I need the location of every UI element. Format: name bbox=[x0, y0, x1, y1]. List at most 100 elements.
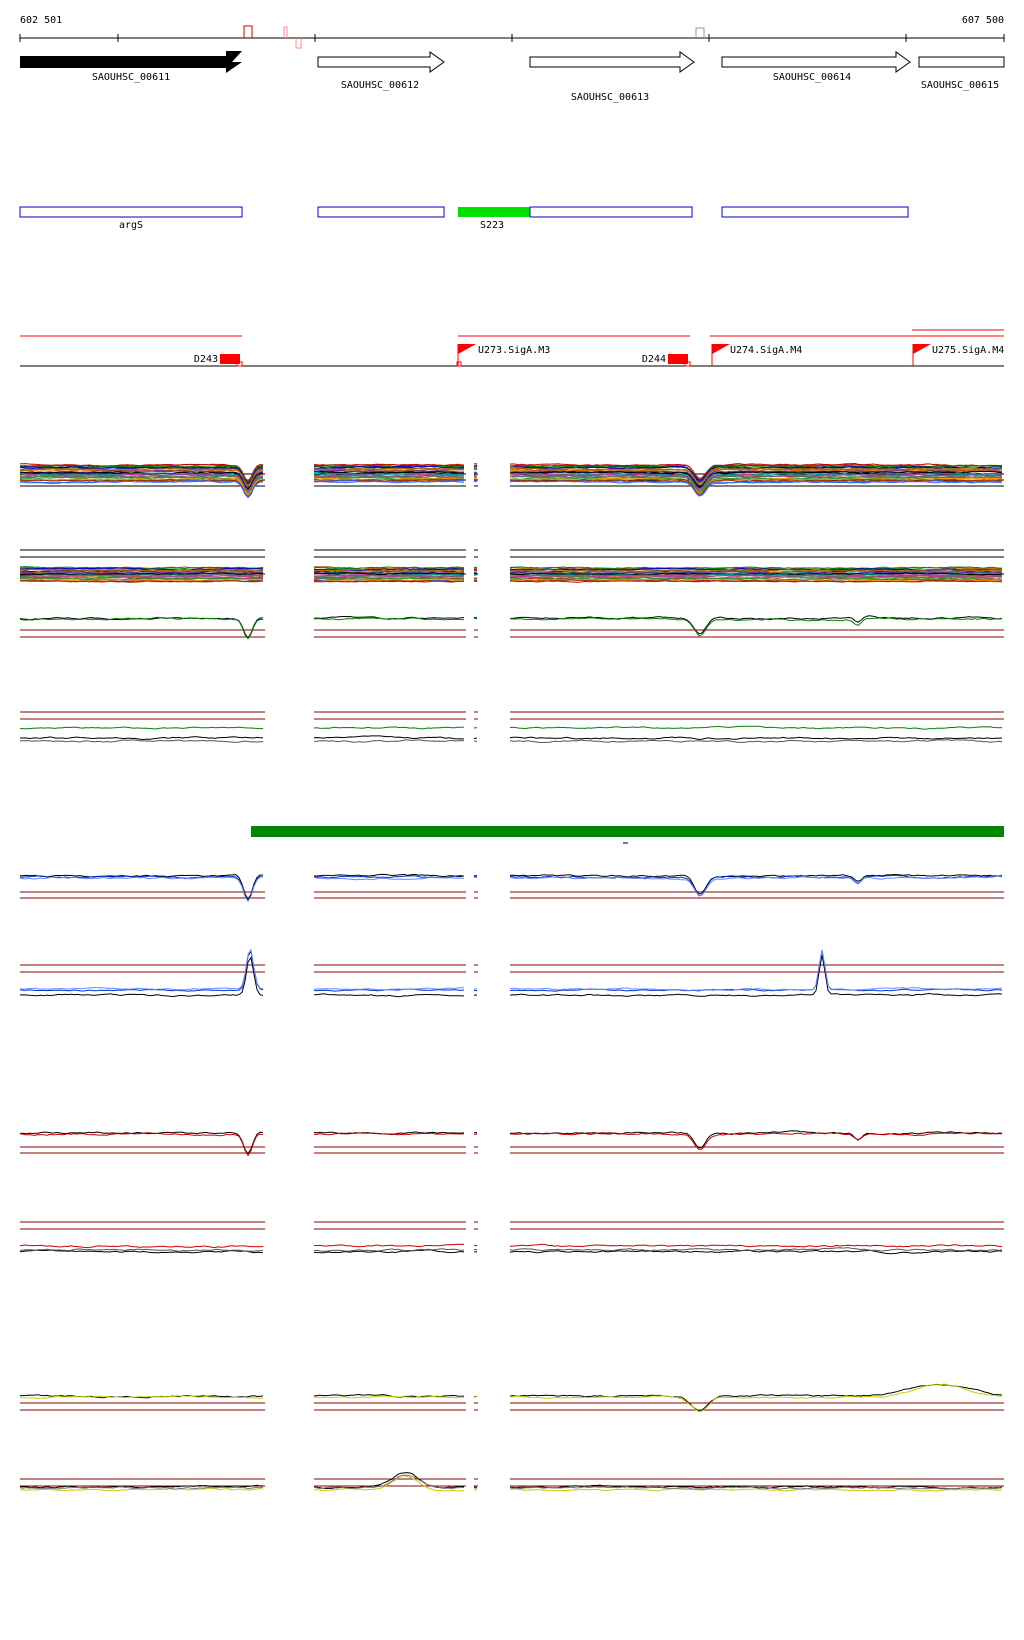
operon-box[interactable] bbox=[721, 206, 909, 218]
expression-profile bbox=[314, 579, 465, 583]
expression-profile bbox=[313, 726, 465, 730]
expression-profile bbox=[509, 954, 1003, 997]
expression-profile bbox=[313, 471, 465, 475]
expression-profile bbox=[19, 466, 263, 485]
expression-profile bbox=[509, 1485, 1003, 1490]
expression-profile bbox=[19, 1484, 264, 1489]
expression-profile bbox=[313, 1248, 465, 1252]
expression-profile bbox=[509, 470, 1003, 488]
expression-profile bbox=[19, 739, 264, 743]
expression-profile bbox=[19, 1244, 264, 1249]
ruler-marker bbox=[243, 25, 253, 38]
expression-profile bbox=[19, 1132, 264, 1157]
expression-profile bbox=[509, 476, 1003, 493]
expression-profile bbox=[509, 739, 1003, 744]
expression-profile bbox=[509, 571, 1003, 575]
expression-profile bbox=[473, 1487, 478, 1489]
expression-profile bbox=[19, 726, 264, 730]
expression-profile bbox=[313, 1474, 464, 1490]
ruler-marker bbox=[695, 27, 705, 38]
condition-bar bbox=[251, 826, 1004, 837]
operon-box[interactable] bbox=[317, 206, 445, 218]
expression-profile bbox=[313, 615, 465, 620]
expression-profile bbox=[313, 569, 464, 573]
ruler-marker bbox=[295, 38, 302, 49]
expression-profile bbox=[313, 480, 465, 484]
gene-arrow[interactable]: SAOUHSC_00611 bbox=[20, 51, 242, 83]
expression-profile bbox=[19, 476, 264, 495]
expression-profile bbox=[509, 1484, 1003, 1490]
expression-profile bbox=[473, 740, 478, 742]
expression-profile bbox=[19, 464, 264, 484]
expression-profile bbox=[19, 736, 264, 741]
expression-profile bbox=[509, 949, 1003, 992]
expression-profile bbox=[313, 1243, 465, 1248]
gene-arrow[interactable]: SAOUHSC_00615 bbox=[918, 56, 1005, 91]
terminator-marker[interactable]: D244 bbox=[642, 354, 691, 367]
expression-profile bbox=[313, 1249, 465, 1254]
expression-profile bbox=[19, 578, 264, 582]
expression-profile bbox=[509, 467, 1003, 484]
operon-label: argS bbox=[119, 220, 143, 231]
expression-profile bbox=[313, 574, 465, 578]
expression-profile bbox=[313, 578, 465, 583]
expression-profile bbox=[473, 569, 478, 571]
gene-arrow[interactable]: SAOUHSC_00613 bbox=[529, 51, 695, 103]
expression-track-blue bbox=[19, 948, 1004, 998]
expression-profile bbox=[19, 574, 264, 579]
operon-track: argS S223 bbox=[19, 206, 909, 231]
expression-profile bbox=[19, 876, 264, 903]
promoter-marker[interactable]: U274.SigA.M4 bbox=[711, 344, 802, 366]
expression-profile bbox=[313, 572, 464, 576]
expression-profile bbox=[509, 1247, 1003, 1252]
expression-profile bbox=[313, 739, 465, 743]
expression-profile bbox=[19, 956, 264, 998]
expression-profile bbox=[19, 570, 263, 574]
expression-profile bbox=[313, 566, 465, 570]
expression-profile bbox=[19, 567, 264, 571]
feature-label: U275.SigA.M4 bbox=[932, 345, 1004, 356]
expression-profile bbox=[473, 579, 478, 582]
gene-label: SAOUHSC_00614 bbox=[773, 72, 851, 83]
expression-profile bbox=[19, 1487, 264, 1492]
expression-profile bbox=[314, 577, 465, 580]
ruler-marker bbox=[283, 26, 288, 38]
operon-box[interactable]: S223 bbox=[458, 206, 693, 231]
expression-profile bbox=[314, 873, 465, 878]
expression-track-red bbox=[19, 1221, 1004, 1255]
expression-profile bbox=[509, 568, 1003, 572]
feature-label: U273.SigA.M3 bbox=[478, 345, 550, 356]
terminator-marker[interactable]: D243 bbox=[194, 354, 243, 367]
expression-profile bbox=[19, 478, 264, 496]
operon-box[interactable]: argS bbox=[19, 206, 243, 231]
expression-track-red bbox=[19, 1130, 1004, 1157]
expression-profile bbox=[19, 617, 264, 640]
feature-label: D243 bbox=[194, 354, 218, 365]
expression-profile bbox=[473, 1486, 478, 1488]
gene-arrow[interactable]: SAOUHSC_00612 bbox=[317, 51, 445, 91]
expression-profile bbox=[19, 1249, 264, 1254]
feature-label: D244 bbox=[642, 354, 666, 365]
expression-profile bbox=[313, 475, 465, 479]
expression-profile bbox=[509, 873, 1003, 895]
expression-profile bbox=[19, 950, 264, 992]
promoter-marker[interactable]: U273.SigA.M3 bbox=[456, 344, 550, 367]
expression-profile bbox=[19, 875, 264, 902]
gene-label: SAOUHSC_00611 bbox=[92, 72, 170, 83]
expression-profile bbox=[509, 617, 1003, 637]
expression-profile bbox=[509, 1487, 1003, 1492]
gene-arrow[interactable]: SAOUHSC_00614 bbox=[721, 51, 911, 83]
expression-profile bbox=[19, 572, 264, 576]
expression-profile bbox=[20, 874, 264, 901]
promoter-marker[interactable]: U275.SigA.M4 bbox=[912, 344, 1004, 366]
expression-profile bbox=[313, 573, 465, 577]
gene-label: SAOUHSC_00612 bbox=[341, 80, 419, 91]
expression-profile bbox=[20, 948, 264, 991]
expression-profile bbox=[509, 1383, 1003, 1413]
expression-profile bbox=[20, 479, 264, 498]
expression-profile bbox=[509, 1130, 1003, 1149]
expression-profile bbox=[19, 574, 264, 577]
expression-profile bbox=[509, 473, 1003, 490]
expression-profile bbox=[509, 480, 1003, 496]
